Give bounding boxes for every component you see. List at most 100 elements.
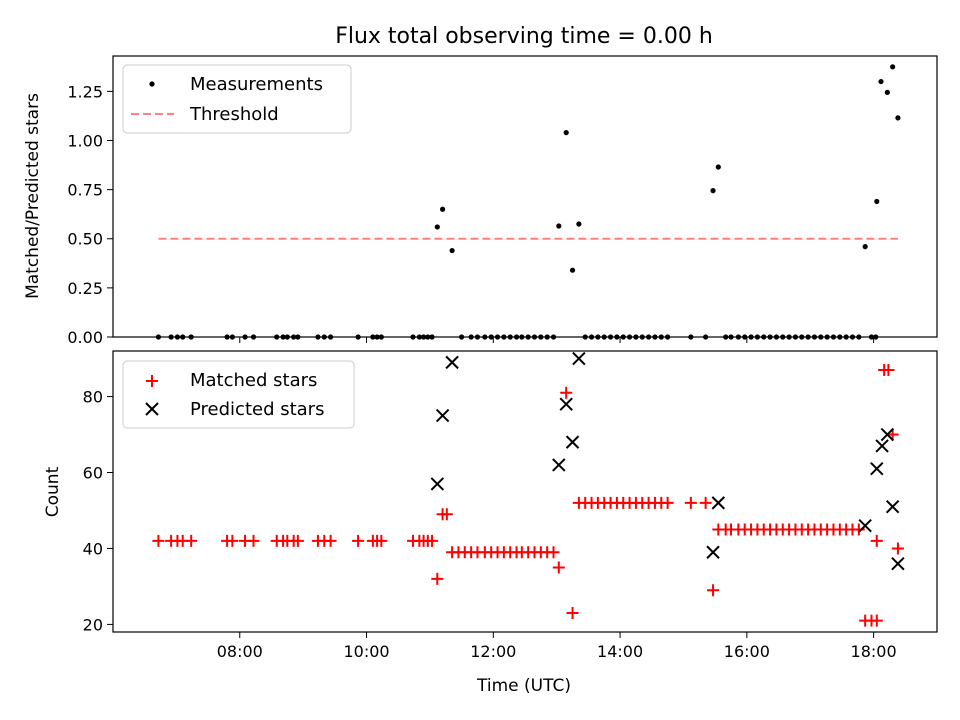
matched-stars-point <box>226 534 239 547</box>
predicted-stars-point <box>430 477 445 491</box>
measurements-point <box>639 334 645 340</box>
measurements-point <box>824 334 830 340</box>
measurements-point <box>374 334 380 340</box>
measurements-point <box>531 334 538 340</box>
x-tick-label: 10:00 <box>343 642 389 661</box>
measurements-point <box>242 334 248 340</box>
measurements-point <box>507 334 513 340</box>
matched-stars-point <box>152 534 165 547</box>
measurements-point <box>482 334 488 340</box>
bottom-y-tick-label: 40 <box>83 539 103 558</box>
predicted-stars-point <box>445 355 459 370</box>
measurements-point <box>735 334 741 340</box>
bottom-y-tick-label: 80 <box>83 388 103 407</box>
top-y-tick-label: 1.00 <box>67 131 103 150</box>
measurements-point <box>688 334 694 340</box>
threshold-legend-label: Threshold <box>189 104 279 125</box>
matched-stars-point <box>852 523 865 536</box>
measurements-point <box>849 334 856 340</box>
bottom-plot-frame <box>112 350 938 633</box>
predicted-stars-point <box>552 458 566 472</box>
measurements-point <box>525 334 531 340</box>
measurements-point <box>873 334 879 340</box>
measurements-point <box>874 198 880 205</box>
measurements-point <box>582 334 588 340</box>
x-tick-label: 12:00 <box>470 642 516 661</box>
measurements-point <box>280 334 286 340</box>
measurements-point <box>180 334 186 340</box>
measurements-point <box>576 221 582 227</box>
measurements-point <box>895 115 901 121</box>
matched-stars-point <box>247 534 260 547</box>
measurements-point <box>188 334 194 340</box>
matched-stars-legend-label: Matched stars <box>190 370 317 391</box>
top-y-axis-label: Matched/Predicted stars <box>23 93 43 299</box>
bottom-y-axis-label: Count <box>43 466 63 517</box>
matched-stars-point <box>699 496 712 509</box>
measurements-point <box>626 334 633 340</box>
top-plot-frame <box>112 55 938 338</box>
matched-stars-point <box>882 363 895 376</box>
top-y-tick-label: 1.25 <box>67 82 103 101</box>
predicted-stars-point <box>858 518 872 533</box>
measurements-point <box>754 334 761 340</box>
measurements-point <box>155 334 162 340</box>
measurements-point <box>474 334 481 340</box>
measurements-point <box>890 64 896 70</box>
measurements-point <box>274 334 280 340</box>
predicted-stars-point <box>891 556 905 571</box>
measurements-point <box>315 334 321 340</box>
matched-stars-point <box>707 584 720 597</box>
measurements-point <box>703 334 709 340</box>
measurements-point <box>569 267 576 273</box>
chart-title: Flux total observing time = 0.00 h <box>335 24 713 49</box>
predicted-stars-point <box>559 397 573 411</box>
measurements-point <box>550 334 557 340</box>
top-y-tick-label: 0.50 <box>67 230 103 249</box>
measurements-point <box>786 334 792 340</box>
measurements-point <box>425 334 431 340</box>
bottom-legend-box <box>122 360 355 429</box>
measurements-point <box>501 334 507 340</box>
measurements-point <box>355 334 361 340</box>
matched-stars-point <box>440 508 453 521</box>
x-tick-label: 08:00 <box>217 642 263 661</box>
measurements-point <box>519 334 525 340</box>
measurements-point <box>761 334 767 340</box>
top-legend: Measurements Threshold <box>122 64 352 134</box>
matched-stars-point <box>661 496 674 509</box>
matched-stars-point <box>870 614 883 627</box>
measurements-point <box>811 334 818 340</box>
bottom-panel: 08:00 10:00 12:00 14:00 16:00 18:00 20 40 60 80 <box>83 350 938 661</box>
bottom-y-tick-label: 20 <box>83 615 103 634</box>
matched-stars-point <box>684 496 697 509</box>
measurements-point <box>595 334 601 340</box>
measurements-point <box>799 334 805 340</box>
measurements-point <box>494 334 501 340</box>
measurements-point <box>224 334 230 340</box>
matched-stars-point <box>324 534 337 547</box>
predicted-stars-point <box>885 499 900 514</box>
measurements-point <box>295 334 301 340</box>
predicted-stars-point <box>870 462 884 476</box>
measurements-point <box>742 334 748 340</box>
measurements-point <box>556 223 562 229</box>
predicted-stars-point <box>875 439 889 453</box>
matched-stars-point <box>891 542 904 555</box>
measurements-point <box>868 334 875 340</box>
measurements-point <box>748 334 754 340</box>
x-axis-label: Time (UTC) <box>476 676 571 696</box>
predicted-stars-legend-label: Predicted stars <box>190 399 324 420</box>
measurements-point <box>459 334 465 340</box>
measurements-point <box>837 334 843 340</box>
top-legend-box <box>122 64 352 134</box>
measurements-point <box>544 334 550 340</box>
top-y-tick-label: 0.00 <box>67 328 103 347</box>
measurements-point <box>728 334 734 340</box>
predicted-stars-point <box>880 427 895 442</box>
predicted-stars-point <box>572 351 586 366</box>
matched-stars-point <box>566 607 579 620</box>
top-y-tick-label: 0.75 <box>67 181 103 200</box>
measurements-point <box>250 334 257 340</box>
